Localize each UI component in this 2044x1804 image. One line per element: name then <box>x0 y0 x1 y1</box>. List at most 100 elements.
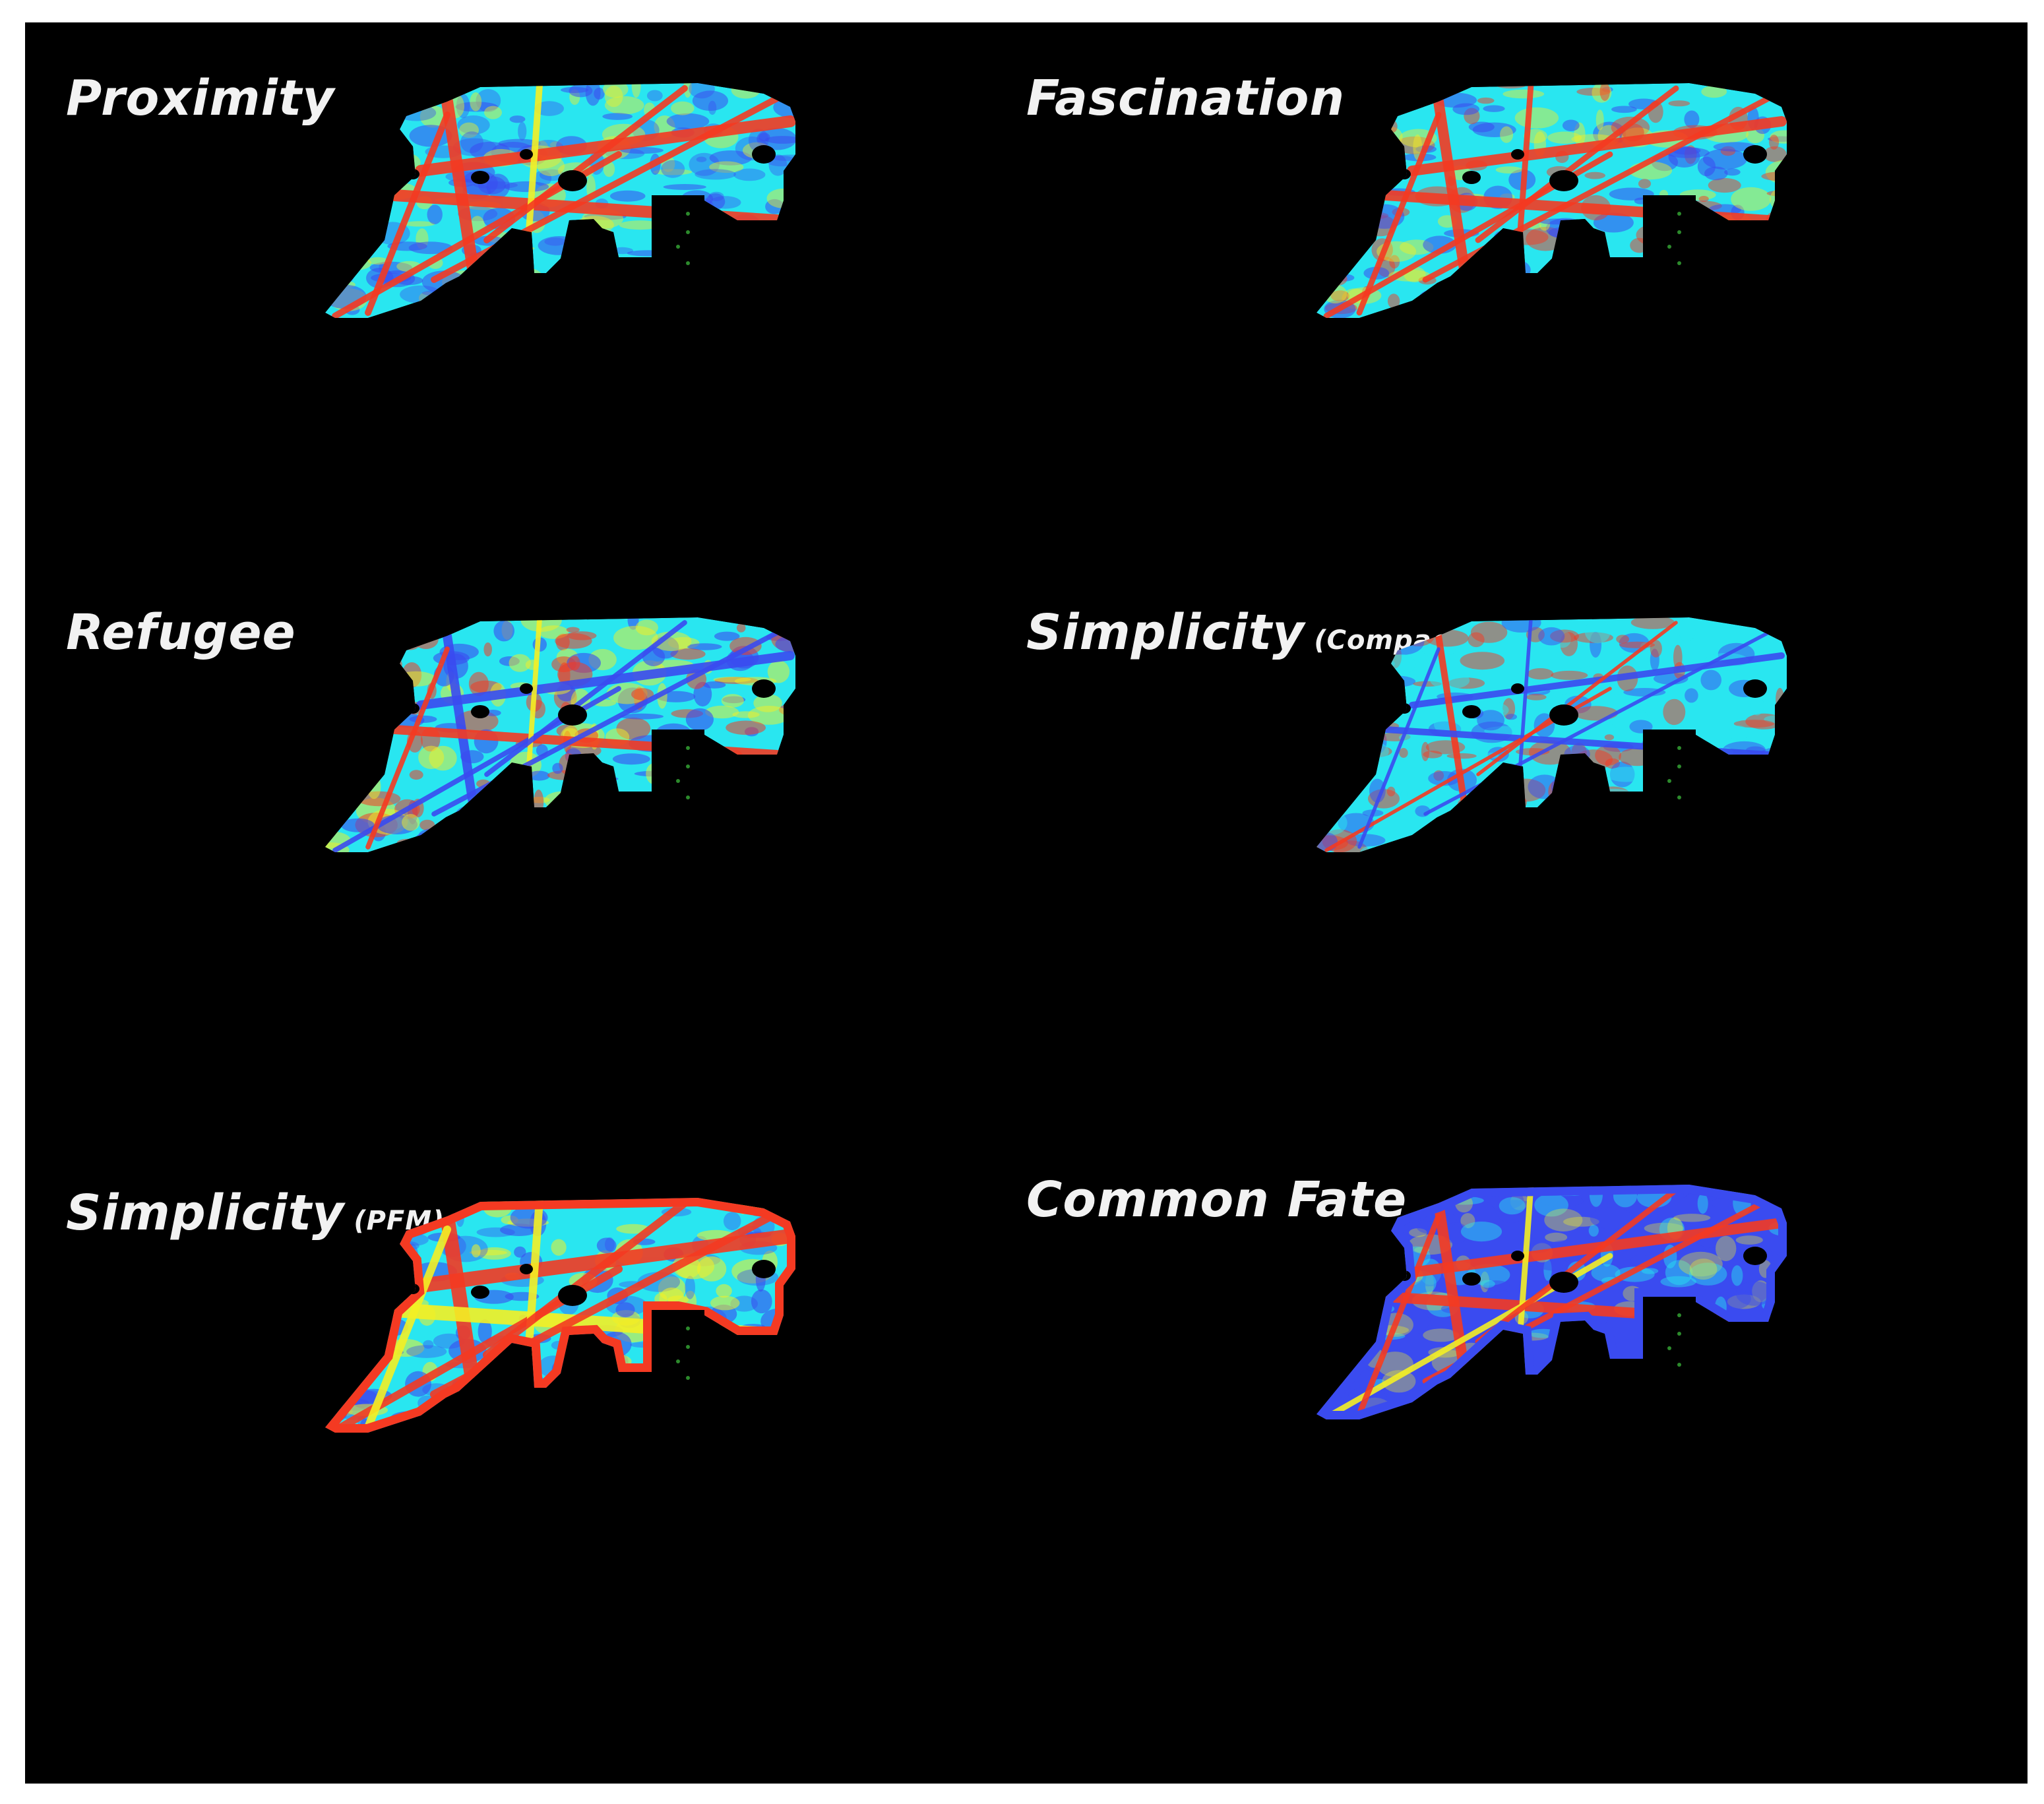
marker-dot <box>1667 779 1671 783</box>
heat-cell <box>331 1221 375 1239</box>
heat-cell <box>1430 671 1470 689</box>
heat-cell <box>739 1352 774 1363</box>
heat-cell <box>588 837 607 844</box>
heat-cell <box>457 115 490 135</box>
heat-cell <box>708 308 746 318</box>
heat-cell <box>740 1421 769 1433</box>
corridor-line <box>482 1198 689 1359</box>
heat-cell <box>586 1404 602 1428</box>
footprint-base <box>1316 1185 1787 1419</box>
heat-cell <box>714 631 740 641</box>
heat-cell <box>1578 237 1592 247</box>
corridor-line <box>1357 647 1440 849</box>
heat-cell <box>1538 627 1565 646</box>
heat-cell <box>708 1365 720 1379</box>
heat-cell <box>1328 753 1349 778</box>
heat-cell <box>626 824 643 842</box>
heat-cell <box>1347 101 1357 125</box>
heat-cell <box>537 156 565 177</box>
heat-cell <box>1572 784 1596 803</box>
heat-cell <box>326 101 336 111</box>
heat-cell <box>1388 120 1398 133</box>
heat-cell <box>1605 766 1647 782</box>
marker-dot <box>686 795 690 799</box>
heat-cell <box>1569 286 1599 304</box>
heat-cell <box>1582 831 1592 842</box>
heat-cell <box>1355 686 1389 693</box>
heat-cell <box>753 261 778 281</box>
heat-cell <box>1660 1276 1696 1288</box>
heat-cell <box>403 91 420 99</box>
heat-cell <box>1594 829 1611 850</box>
heat-cell <box>622 1425 660 1433</box>
heat-cell <box>484 106 502 119</box>
heat-cell <box>1770 187 1787 212</box>
heat-cell <box>1320 1284 1334 1308</box>
heat-cell <box>1567 1328 1588 1340</box>
heat-cell <box>1712 1198 1731 1208</box>
heat-cell <box>582 825 600 846</box>
heat-cell <box>772 1408 793 1418</box>
heat-cell <box>1592 1364 1603 1384</box>
heat-cell <box>1340 220 1368 232</box>
heat-cell <box>1382 1370 1416 1393</box>
heat-cell <box>673 264 690 288</box>
heat-cell <box>573 840 604 852</box>
heat-cell <box>1590 1207 1633 1229</box>
heat-cell <box>1474 1404 1485 1419</box>
courtyard-void <box>1643 730 1696 802</box>
heatmap-cells <box>325 1198 795 1433</box>
heat-cell <box>1506 714 1517 720</box>
heat-cell <box>773 96 795 119</box>
heat-cell <box>1351 123 1369 147</box>
heat-cell <box>1750 695 1764 716</box>
heat-cell <box>1611 275 1621 301</box>
heat-cell <box>653 169 693 175</box>
heat-cell <box>334 1293 350 1308</box>
heat-cell <box>534 101 564 116</box>
heat-cell <box>615 1302 635 1318</box>
heat-cell <box>1595 745 1621 766</box>
heat-cell <box>1713 750 1728 773</box>
heat-cell <box>1611 292 1654 310</box>
heat-cell <box>766 1201 780 1212</box>
heat-cell <box>1718 778 1727 802</box>
heat-cell <box>415 831 450 845</box>
heat-cell <box>623 293 642 301</box>
heat-cell <box>696 156 707 162</box>
heat-cell <box>1387 294 1400 309</box>
heat-cell <box>1528 774 1562 799</box>
heat-cell <box>1574 1388 1607 1394</box>
heat-cell <box>1669 1222 1687 1231</box>
heat-cell <box>1335 135 1363 158</box>
heat-cell <box>1725 279 1766 303</box>
heat-cell <box>1527 668 1554 680</box>
void-area <box>520 1264 533 1274</box>
heat-cell <box>658 1382 695 1401</box>
heat-cell <box>1545 1232 1568 1242</box>
void-area <box>406 1284 419 1294</box>
heat-cell <box>560 86 589 93</box>
heat-cell <box>325 1198 354 1220</box>
heat-cell <box>716 1353 757 1369</box>
heat-cell <box>325 93 340 119</box>
heat-cell <box>1727 1324 1741 1338</box>
corridor-line <box>365 111 450 316</box>
heat-cell <box>1548 781 1562 803</box>
void-area <box>471 1286 489 1299</box>
heat-cell <box>561 793 579 802</box>
heat-cell <box>1609 187 1654 201</box>
heat-cell <box>514 268 544 291</box>
heat-cell <box>1467 292 1496 313</box>
heat-cell <box>1351 657 1395 670</box>
heat-cell <box>1316 1186 1355 1204</box>
heat-cell <box>785 792 795 804</box>
heat-cell <box>1485 1411 1510 1419</box>
heat-cell <box>1595 109 1604 131</box>
void-area <box>471 171 489 184</box>
heat-cell <box>732 298 744 308</box>
heat-cell <box>703 266 716 284</box>
heat-cell <box>720 1363 746 1388</box>
heat-cell <box>1741 1405 1785 1419</box>
marker-dot <box>686 230 690 234</box>
